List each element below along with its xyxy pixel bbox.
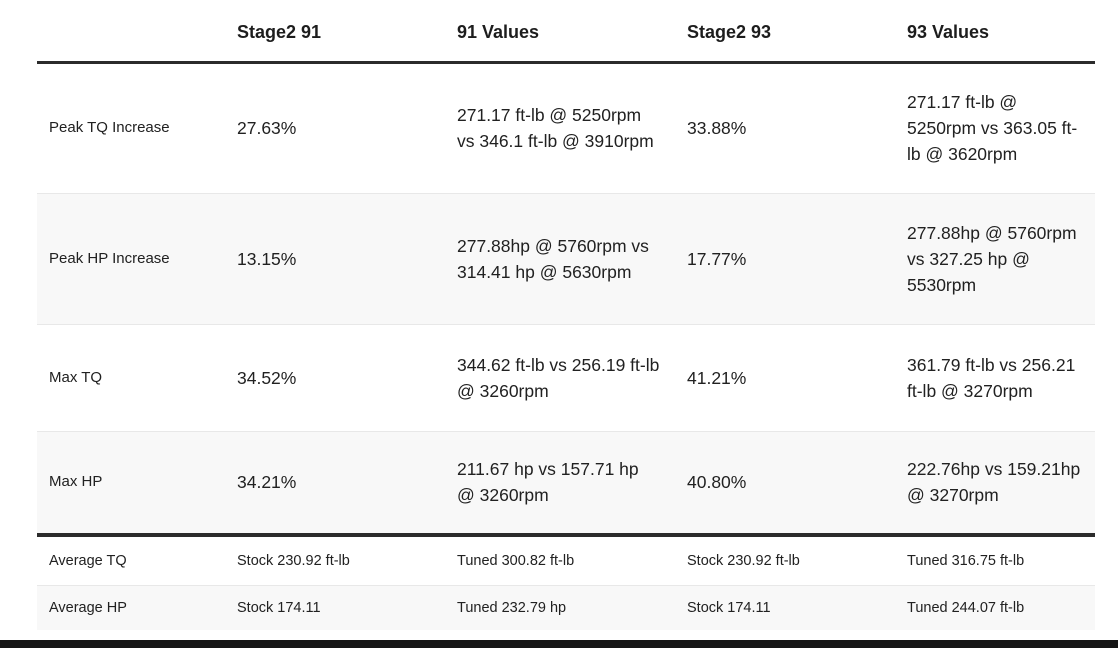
cell-91-values: Tuned 232.79 hp [457, 599, 567, 616]
cell-93-values: Tuned 244.07 ft-lb [907, 599, 1025, 616]
cell-stage2-91: Stock 174.11 [237, 599, 321, 616]
header-cell-stage2-91: Stage2 91 [225, 0, 445, 64]
cell-91-values: 211.67 hp vs 157.71 hp @ 3260rpm [457, 459, 639, 506]
table-header: Stage2 91 91 Values Stage2 93 93 Values [37, 0, 1095, 64]
cell-93-values: 361.79 ft-lb vs 256.21 ft-lb @ 3270rpm [907, 354, 1076, 401]
cell-93-values: 222.76hp vs 159.21hp @ 3270rpm [907, 459, 1081, 506]
table-row-average-hp: Average HP Stock 174.11 Tuned 232.79 hp … [37, 585, 1095, 630]
cell-91-values: 271.17 ft-lb @ 5250rpm vs 346.1 ft-lb @ … [457, 105, 654, 151]
cell-stage2-93: 17.77% [687, 248, 747, 269]
row-label: Average HP [49, 599, 127, 616]
table-row-average-tq: Average TQ Stock 230.92 ft-lb Tuned 300.… [37, 535, 1095, 585]
header-cell-metric [37, 0, 225, 64]
cell-93-values: 277.88hp @ 5760rpm vs 327.25 hp @ 5530rp… [907, 222, 1077, 295]
row-label: Peak TQ Increase [49, 119, 170, 136]
cell-stage2-93: Stock 174.11 [687, 599, 771, 616]
cell-93-values: Tuned 316.75 ft-lb [907, 552, 1025, 569]
header-row: Stage2 91 91 Values Stage2 93 93 Values [37, 0, 1095, 64]
cell-stage2-91: 34.21% [237, 472, 297, 493]
table-row-peak-hp-increase: Peak HP Increase 13.15% 277.88hp @ 5760r… [37, 193, 1095, 324]
cell-91-values: 277.88hp @ 5760rpm vs 314.41 hp @ 5630rp… [457, 235, 649, 282]
row-label: Max TQ [49, 368, 103, 386]
table-row-peak-tq-increase: Peak TQ Increase 27.63% 271.17 ft-lb @ 5… [37, 62, 1095, 193]
cell-93-values: 271.17 ft-lb @ 5250rpm vs 363.05 ft-lb @… [907, 92, 1078, 164]
cell-stage2-91: Stock 230.92 ft-lb [237, 552, 350, 569]
table-row-max-tq: Max TQ 34.52% 344.62 ft-lb vs 256.19 ft-… [37, 324, 1095, 431]
table-summary: Average TQ Stock 230.92 ft-lb Tuned 300.… [37, 535, 1095, 630]
dyno-comparison-table: Stage2 91 91 Values Stage2 93 93 Values … [37, 0, 1095, 630]
dyno-table-container: Stage2 91 91 Values Stage2 93 93 Values … [37, 0, 1095, 630]
cell-stage2-93: 41.21% [687, 367, 747, 388]
cell-stage2-93: 33.88% [687, 118, 747, 138]
row-label: Peak HP Increase [49, 249, 170, 267]
cell-stage2-91: 13.15% [237, 248, 297, 269]
cell-stage2-91: 34.52% [237, 367, 297, 388]
cell-stage2-91: 27.63% [237, 118, 297, 138]
cell-91-values: 344.62 ft-lb vs 256.19 ft-lb @ 3260rpm [457, 354, 660, 401]
header-cell-91-values: 91 Values [445, 0, 675, 64]
cell-91-values: Tuned 300.82 ft-lb [457, 552, 575, 569]
cell-stage2-93: Stock 230.92 ft-lb [687, 552, 800, 569]
table-row-max-hp: Max HP 34.21% 211.67 hp vs 157.71 hp @ 3… [37, 431, 1095, 535]
cell-stage2-93: 40.80% [687, 472, 747, 493]
row-label: Max HP [49, 473, 103, 491]
table-body: Peak TQ Increase 27.63% 271.17 ft-lb @ 5… [37, 62, 1095, 535]
header-cell-stage2-93: Stage2 93 [675, 0, 895, 64]
header-cell-93-values: 93 Values [895, 0, 1095, 64]
bottom-divider-bar [0, 640, 1118, 648]
row-label: Average TQ [49, 552, 127, 569]
